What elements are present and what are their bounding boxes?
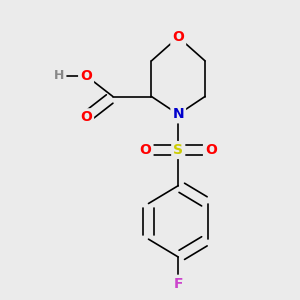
Text: O: O <box>172 30 184 44</box>
Text: H: H <box>54 69 64 82</box>
Text: O: O <box>140 143 152 157</box>
Text: O: O <box>80 69 92 83</box>
Text: O: O <box>205 143 217 157</box>
Text: S: S <box>173 143 183 157</box>
Text: O: O <box>80 110 92 124</box>
Text: N: N <box>172 107 184 121</box>
Text: F: F <box>173 277 183 291</box>
